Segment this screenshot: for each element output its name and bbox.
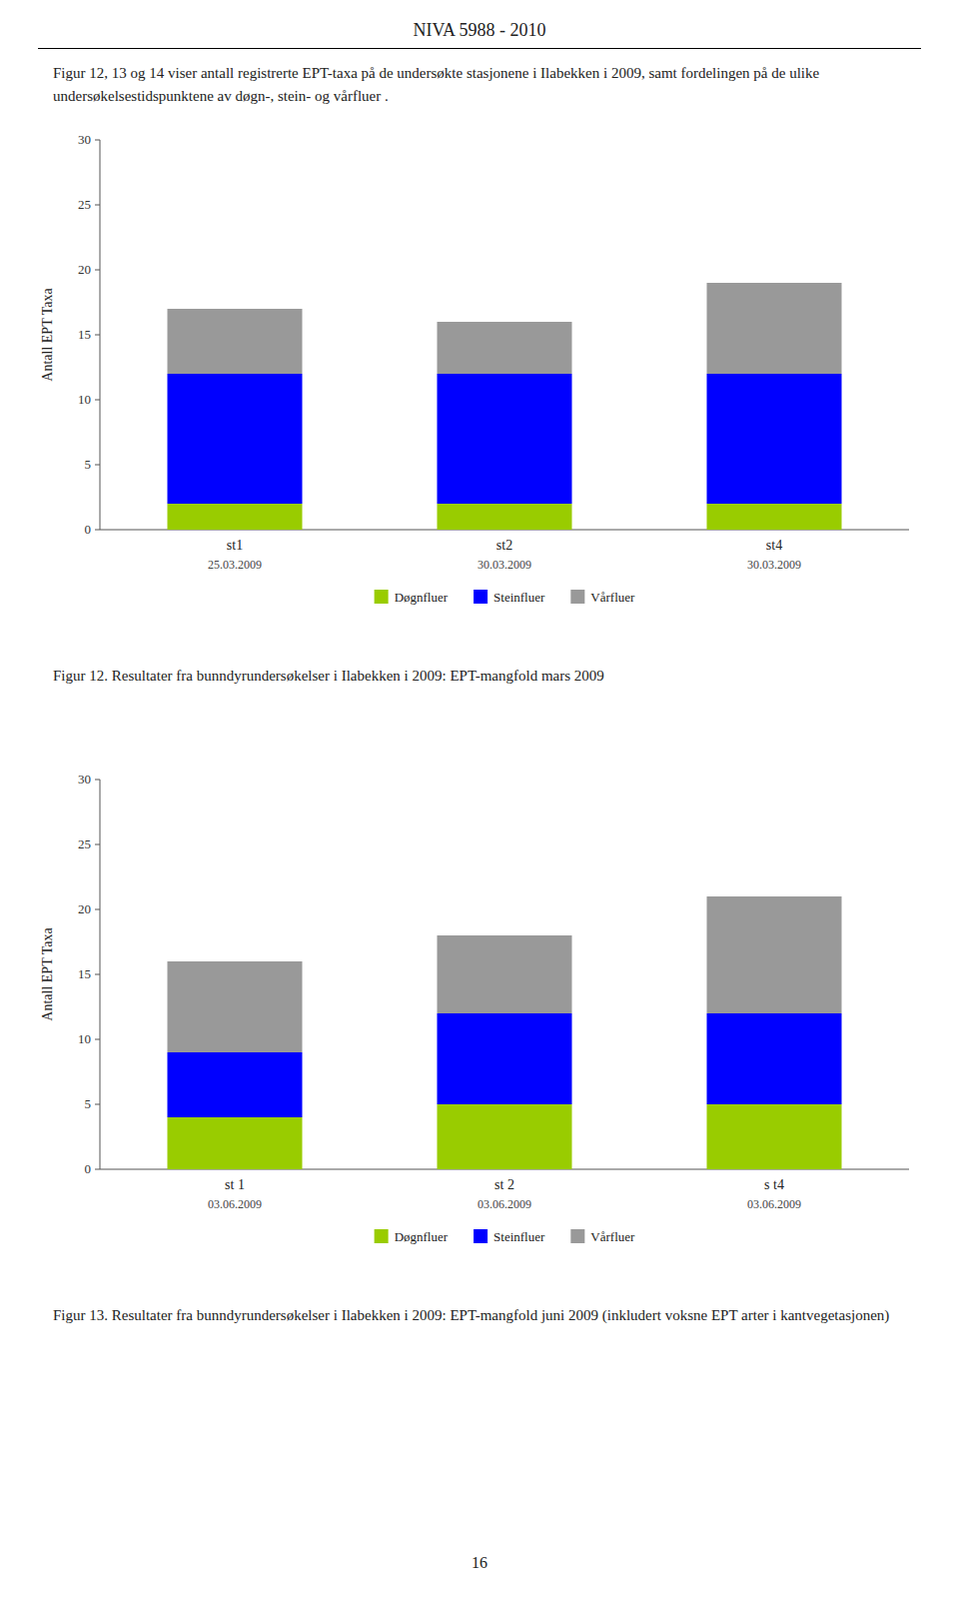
y-axis-line xyxy=(99,139,101,530)
x-tick-label: st1 xyxy=(226,537,243,553)
y-tick-label: 15 xyxy=(77,326,91,342)
x-tick-label: st2 xyxy=(496,537,513,553)
chart: 051015202530Antall EPT Taxast 1st 2s t40… xyxy=(29,764,930,1294)
legend-swatch xyxy=(570,1228,585,1243)
y-tick xyxy=(94,269,100,271)
title-rule xyxy=(37,47,922,49)
y-tick-label: 30 xyxy=(77,131,91,147)
bar-segment xyxy=(437,1103,573,1169)
y-tick xyxy=(94,844,100,846)
y-tick xyxy=(94,779,100,781)
x-date-label: 30.03.2009 xyxy=(477,557,532,572)
bar-segment xyxy=(437,503,573,530)
y-tick xyxy=(94,204,100,206)
y-tick xyxy=(94,1168,100,1170)
x-date-label: 03.06.2009 xyxy=(207,1196,262,1211)
legend-swatch xyxy=(374,1228,389,1243)
bar-segment xyxy=(167,960,303,1052)
x-date-label: 03.06.2009 xyxy=(747,1196,802,1211)
y-tick-label: 20 xyxy=(77,901,91,917)
bar-segment xyxy=(707,373,843,504)
legend-label: Døgnfluer xyxy=(394,1228,449,1244)
bar-segment xyxy=(707,503,843,530)
bar-segment xyxy=(167,373,303,504)
bar-segment xyxy=(167,1116,303,1169)
y-tick-label: 10 xyxy=(77,1030,91,1046)
legend-swatch xyxy=(570,589,585,604)
bar-segment xyxy=(707,282,843,374)
bar-segment xyxy=(437,1012,573,1104)
y-tick xyxy=(94,1103,100,1105)
bar-segment xyxy=(437,321,573,374)
legend-label: Steinfluer xyxy=(493,1228,546,1244)
legend-swatch xyxy=(473,1228,488,1243)
bar-segment xyxy=(167,1051,303,1117)
y-tick-label: 10 xyxy=(77,391,91,407)
bar-segment xyxy=(437,373,573,504)
y-tick xyxy=(94,1038,100,1040)
legend-label: Døgnfluer xyxy=(394,589,449,605)
page-title: NIVA 5988 - 2010 xyxy=(0,19,959,41)
chart: 0 5 10 15 20 25 30 Antall EPT Taxa st1 st2 st4 25.0… xyxy=(29,124,930,655)
x-axis: st 1 st 2 s t4 03.06.2009 03.06.2009 03.06.20… xyxy=(207,1176,802,1211)
x-date-label: 25.03.2009 xyxy=(207,557,262,572)
chart-caption: Figur 12. Resultater fra bunndyrundersøk… xyxy=(52,664,913,688)
y-axis: 0 5 10 15 20 25 30 xyxy=(77,131,910,537)
legend-swatch xyxy=(374,589,389,604)
chart-svg: 0 5 10 15 20 25 30 Antall EPT Taxa st1 st2 st4 25.0… xyxy=(29,124,930,655)
x-date-label: 30.03.2009 xyxy=(747,557,802,572)
intro-text: Figur 12, 13 og 14 viser antall registre… xyxy=(52,61,913,107)
legend-label: Vårfluer xyxy=(590,1228,636,1244)
y-axis-label: Antall EPT Taxa xyxy=(39,287,55,382)
y-axis: 0 5 10 15 20 25 30 xyxy=(77,771,910,1176)
y-tick xyxy=(94,464,100,466)
x-date-label: 03.06.2009 xyxy=(477,1196,532,1211)
legend: Døgnfluer Steinfluer Vårfluer xyxy=(374,589,636,605)
page-number: 16 xyxy=(0,1553,959,1572)
bars xyxy=(167,282,843,530)
x-tick-label: st 1 xyxy=(224,1176,245,1192)
bar-segment xyxy=(707,1103,843,1169)
bar-segment xyxy=(167,503,303,530)
y-tick-label: 0 xyxy=(84,521,92,537)
y-tick xyxy=(94,139,100,141)
y-tick xyxy=(94,909,100,911)
legend-swatch xyxy=(473,589,488,604)
chart-svg: 051015202530Antall EPT Taxast 1st 2s t40… xyxy=(29,764,930,1294)
legend: Døgnfluer Steinfluer Vårfluer xyxy=(374,1228,636,1244)
y-tick xyxy=(94,529,100,531)
legend-label: Vårfluer xyxy=(590,589,636,605)
y-tick-label: 5 xyxy=(84,1095,92,1111)
bars xyxy=(167,896,843,1169)
y-tick-label: 20 xyxy=(77,261,91,277)
y-axis-line xyxy=(99,779,101,1169)
x-tick-label: st 2 xyxy=(494,1176,515,1192)
x-axis: st1 st2 st4 25.03.2009 30.03.2009 30.03.2009 xyxy=(207,537,802,572)
y-axis-label: Antall EPT Taxa xyxy=(39,927,55,1021)
bar-segment xyxy=(437,935,573,1013)
y-tick-label: 15 xyxy=(77,965,91,981)
y-tick-label: 25 xyxy=(77,196,91,212)
chart-caption: Figur 13. Resultater fra bunndyrundersøk… xyxy=(52,1303,913,1327)
legend-label: Steinfluer xyxy=(493,589,546,605)
bar-segment xyxy=(707,896,843,1013)
y-tick xyxy=(94,973,100,975)
y-tick-label: 5 xyxy=(84,456,92,472)
page: {"page_title": "NIVA 5988 - 2010", "intr… xyxy=(0,0,959,1600)
y-tick xyxy=(94,399,100,401)
y-tick-label: 0 xyxy=(84,1160,92,1176)
y-tick-label: 30 xyxy=(77,771,91,787)
y-tick-label: 25 xyxy=(77,836,91,852)
bar-segment xyxy=(167,308,303,374)
y-tick xyxy=(94,334,100,336)
x-tick-label: s t4 xyxy=(764,1176,785,1192)
x-tick-label: st4 xyxy=(766,537,783,553)
bar-segment xyxy=(707,1012,843,1104)
